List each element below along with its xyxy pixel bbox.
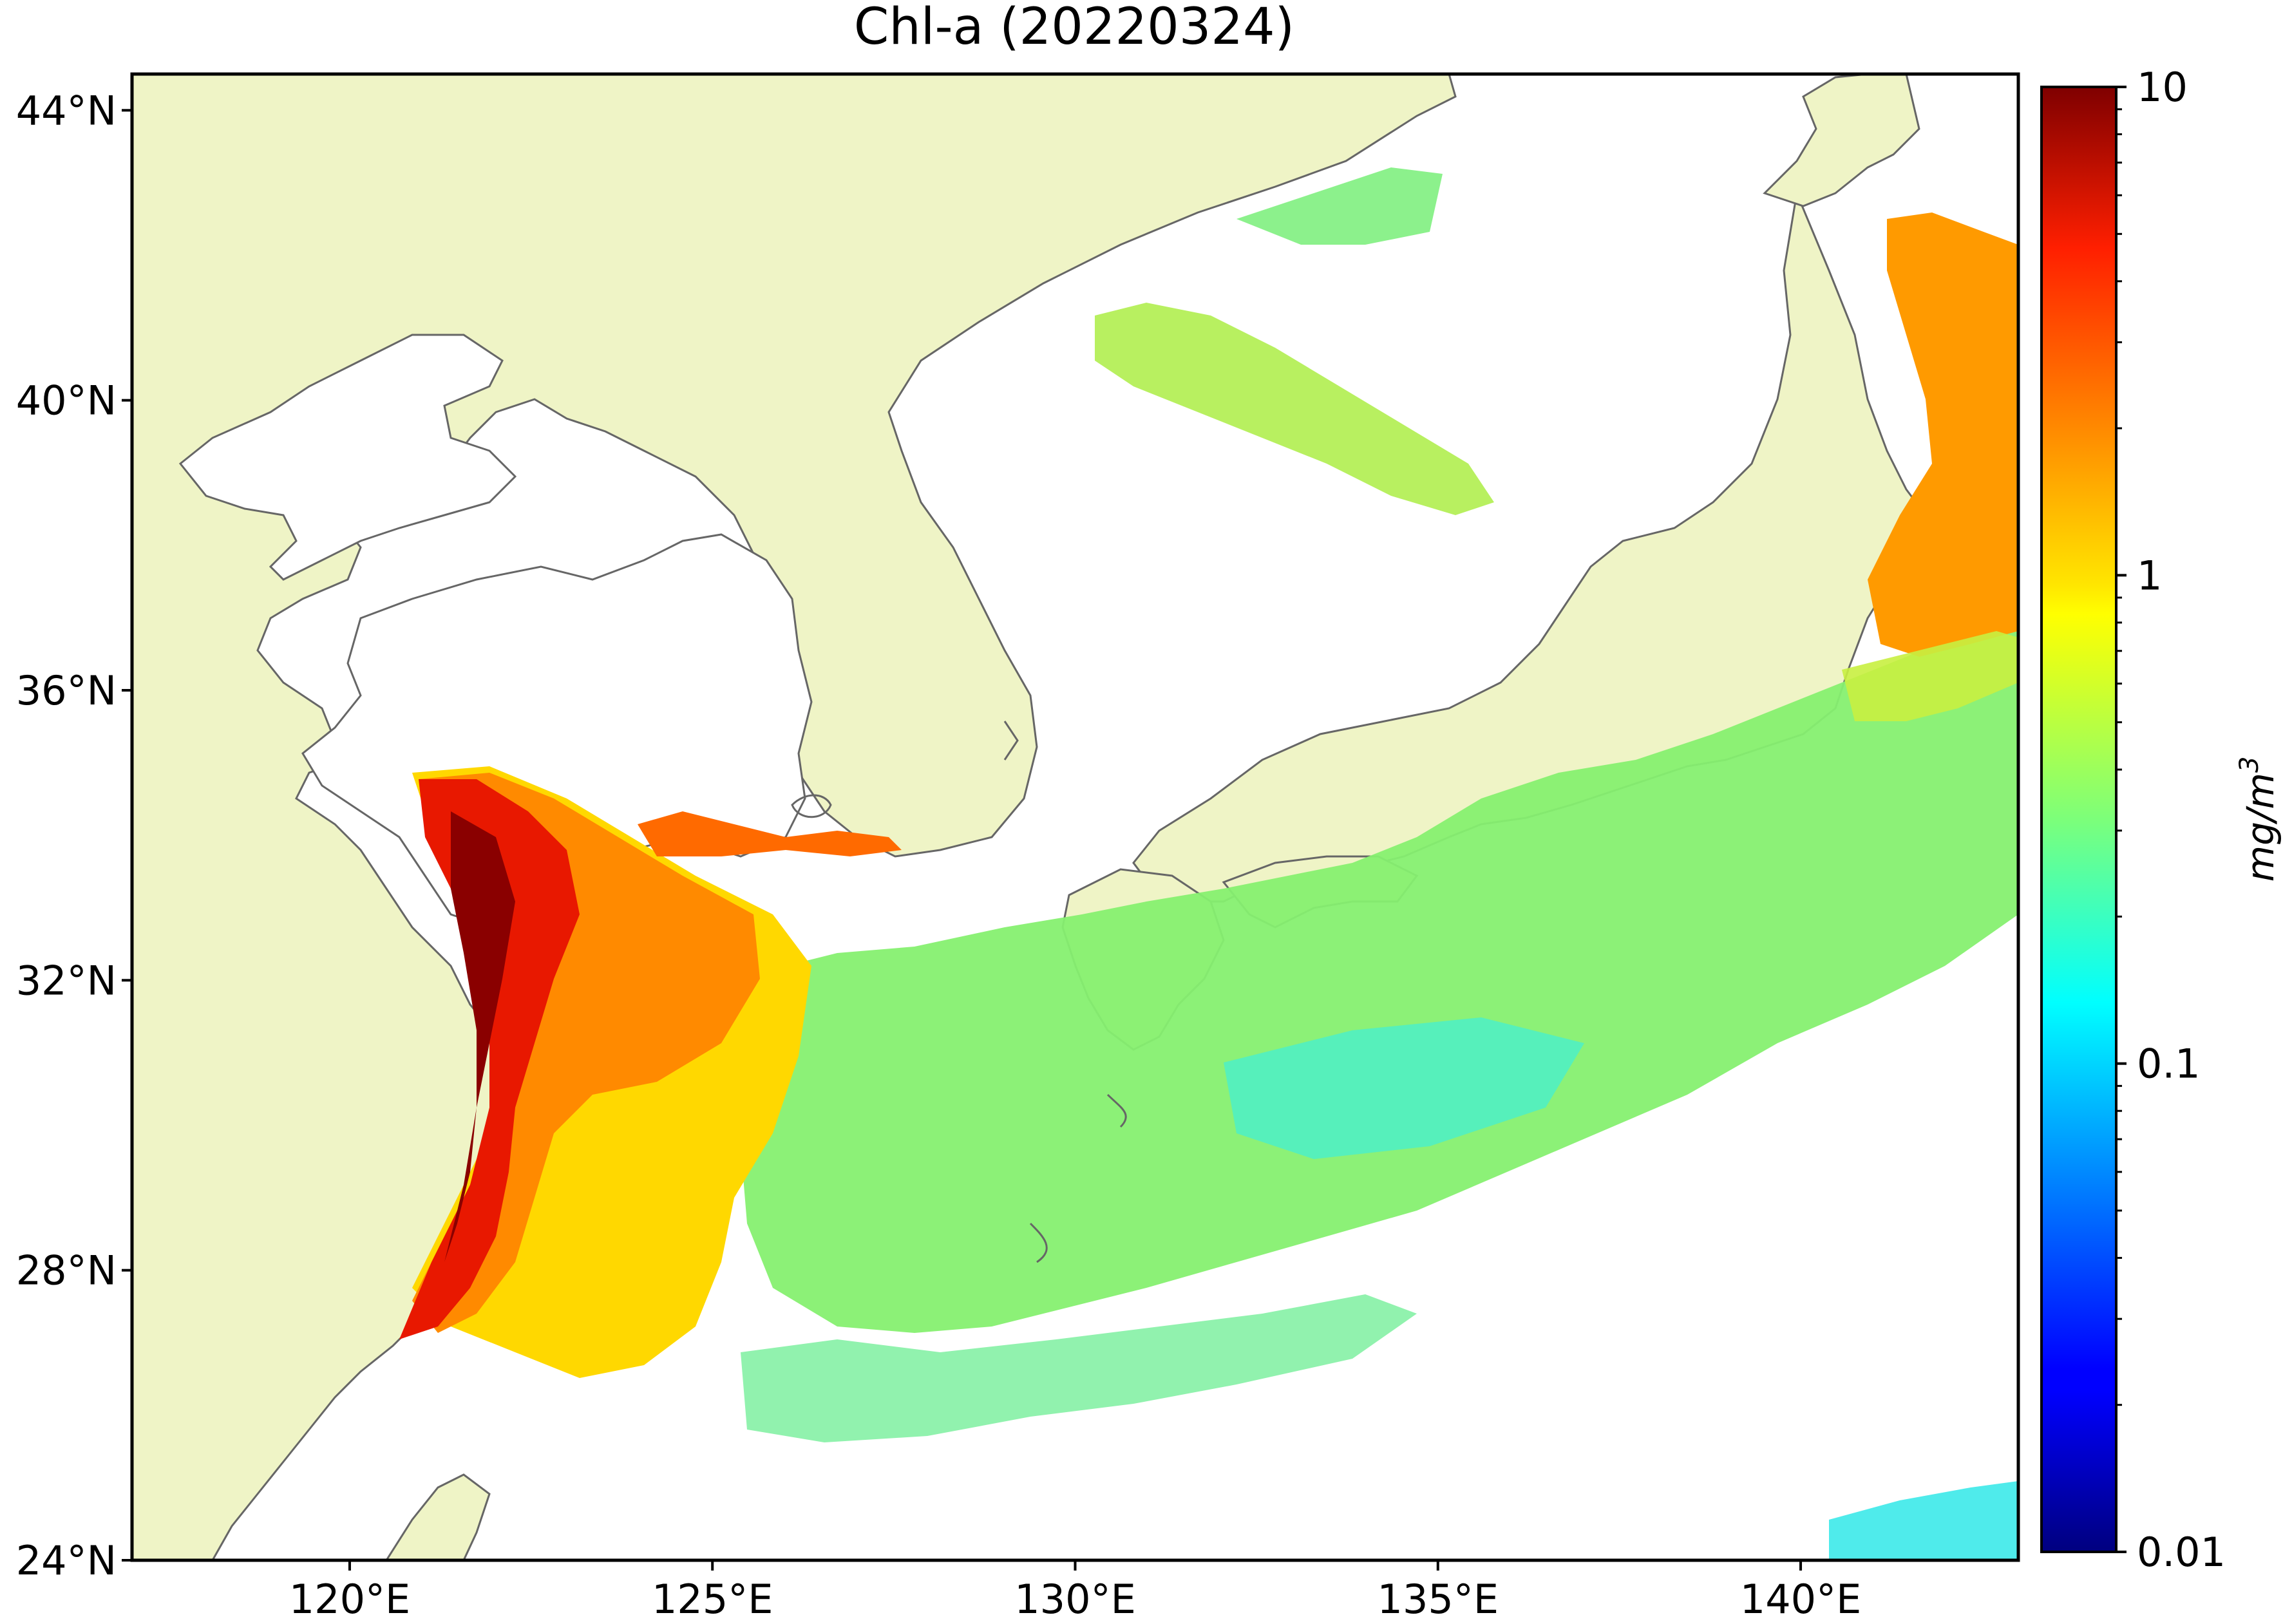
- y-tick-label-36: 36°N: [16, 667, 117, 714]
- chl-a-field: [399, 167, 2018, 1560]
- colorbar: 10 1 0.1 0.01 mg/m3: [2040, 64, 2282, 1576]
- colorbar-tick-label-2: 0.1: [2137, 1041, 2201, 1088]
- chl-honshu-east-yellow: [1842, 631, 2018, 721]
- land-taiwan: [385, 1473, 491, 1560]
- x-tick-label-125: 125°E: [652, 1576, 773, 1623]
- x-tick-label-140: 140°E: [1740, 1576, 1862, 1623]
- bohai-sea: [178, 334, 517, 581]
- colorbar-tick-label-1: 1: [2137, 552, 2162, 599]
- x-axis-ticks: 120°E 125°E 130°E 135°E 140°E: [289, 1560, 1862, 1623]
- coastlines: [791, 721, 1127, 1263]
- x-tick-label-120: 120°E: [289, 1576, 411, 1623]
- colorbar-tick-label-0: 10: [2137, 64, 2188, 111]
- colorbar-gradient: [2041, 87, 2116, 1552]
- chl-plume-darkred: [444, 811, 515, 1262]
- y-tick-label-40: 40°N: [16, 377, 117, 424]
- colorbar-label: mg/m3: [2235, 757, 2282, 882]
- land-japan-hokkaido: [1763, 74, 1920, 207]
- chl-japan-sea-patch: [1095, 303, 1494, 515]
- colorbar-ticks: 10 1 0.1 0.01: [2116, 64, 2226, 1576]
- chl-field-pacific: [741, 605, 2018, 1333]
- colorbar-tick-label-3: 0.01: [2137, 1529, 2226, 1576]
- chl-japan-sea-north: [1236, 167, 1443, 245]
- chl-field-south: [741, 1294, 1417, 1442]
- x-tick-label-130: 130°E: [1014, 1576, 1136, 1623]
- x-tick-label-135: 135°E: [1378, 1576, 1499, 1623]
- y-tick-label-44: 44°N: [16, 87, 117, 134]
- chl-plume-red: [399, 779, 580, 1339]
- y-axis-ticks: 44°N 40°N 36°N 32°N 28°N 24°N: [16, 87, 132, 1584]
- chl-field-cyan: [1224, 1017, 1584, 1159]
- map-title: Chl-a (20220324): [854, 0, 1294, 56]
- chl-korea-patches: [638, 811, 902, 856]
- y-tick-label-24: 24°N: [16, 1537, 117, 1584]
- chl-field-se-cyan: [1829, 1481, 2018, 1560]
- colorbar-frame: [2040, 86, 2117, 1553]
- colorbar-label-superscript: 3: [2235, 757, 2264, 773]
- chl-hokkaido-east: [1868, 212, 2018, 657]
- y-tick-label-28: 28°N: [16, 1247, 117, 1294]
- y-tick-label-32: 32°N: [16, 957, 117, 1004]
- map-panel: [132, 74, 2018, 1560]
